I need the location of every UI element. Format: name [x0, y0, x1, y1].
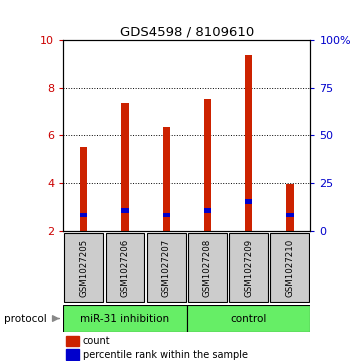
Text: GSM1027208: GSM1027208: [203, 238, 212, 297]
Bar: [270, 233, 309, 302]
Bar: [286, 213, 293, 217]
Bar: [121, 103, 129, 231]
Bar: [187, 305, 310, 332]
Bar: [162, 213, 170, 217]
Text: control: control: [230, 314, 267, 323]
Text: protocol: protocol: [4, 314, 46, 323]
Bar: [162, 127, 170, 231]
Bar: [286, 184, 293, 231]
Text: GSM1027206: GSM1027206: [121, 238, 130, 297]
Text: miR-31 inhibition: miR-31 inhibition: [81, 314, 170, 323]
Bar: [245, 199, 252, 204]
Bar: [229, 233, 268, 302]
Text: GSM1027205: GSM1027205: [79, 238, 88, 297]
Bar: [147, 233, 186, 302]
Bar: [80, 213, 87, 217]
Text: GSM1027210: GSM1027210: [285, 238, 294, 297]
Bar: [66, 336, 79, 346]
Bar: [121, 208, 129, 213]
Bar: [66, 350, 79, 360]
Bar: [63, 305, 187, 332]
Title: GDS4598 / 8109610: GDS4598 / 8109610: [120, 26, 254, 39]
Bar: [204, 99, 211, 231]
Bar: [188, 233, 227, 302]
Bar: [64, 233, 103, 302]
Bar: [245, 56, 252, 231]
Bar: [106, 233, 144, 302]
Text: percentile rank within the sample: percentile rank within the sample: [83, 350, 248, 360]
Bar: [204, 208, 211, 213]
Text: GSM1027209: GSM1027209: [244, 238, 253, 297]
Text: GSM1027207: GSM1027207: [162, 238, 171, 297]
Text: count: count: [83, 336, 110, 346]
Bar: [80, 147, 87, 231]
